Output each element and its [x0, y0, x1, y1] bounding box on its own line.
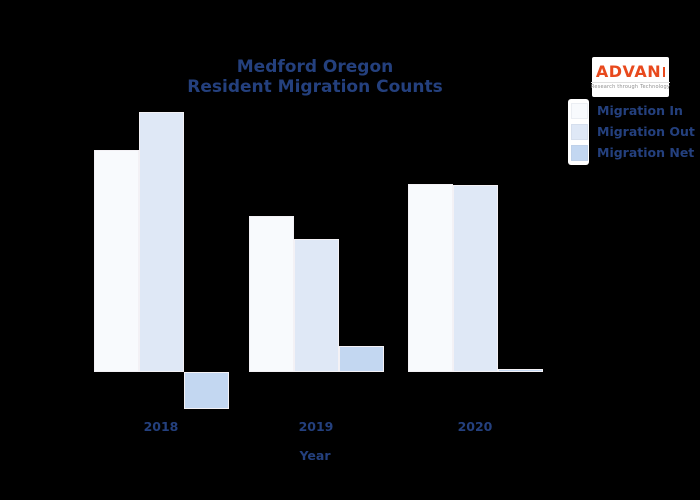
advan-logo-row: ADVAN — [595, 62, 666, 81]
bar-migration-net-2020 — [497, 369, 543, 372]
bar-migration-in-2020 — [407, 184, 453, 372]
bar-migration-in-2018 — [93, 150, 139, 372]
legend-swatch-migration-out — [571, 124, 588, 140]
legend: Migration In Migration Out Migration Net — [597, 100, 695, 163]
bar-migration-out-2019 — [293, 239, 339, 372]
advan-logo: ADVAN Research through Technology — [590, 57, 671, 97]
bar-migration-net-2018 — [183, 372, 229, 409]
legend-label-migration-out: Migration Out — [597, 124, 695, 139]
bar-migration-out-2020 — [452, 185, 498, 372]
legend-label-migration-net: Migration Net — [597, 145, 695, 160]
bar-migration-in-2019 — [248, 216, 294, 372]
chart-title: Medford Oregon Resident Migration Counts — [75, 57, 555, 97]
x-tick-label-2019: 2019 — [298, 419, 334, 434]
chart-title-line2: Resident Migration Counts — [187, 77, 443, 97]
legend-swatch-migration-net — [571, 145, 588, 161]
legend-swatch-box — [568, 99, 589, 165]
advan-logo-text: ADVAN — [595, 62, 662, 81]
x-axis-label: Year — [299, 448, 331, 463]
x-tick-label-2018: 2018 — [143, 419, 179, 434]
bar-migration-out-2018 — [138, 112, 184, 372]
chart-title-line1: Medford Oregon — [236, 57, 394, 77]
advan-logo-tagline: Research through Technology — [590, 82, 671, 90]
bar-migration-net-2019 — [338, 346, 384, 372]
legend-swatch-migration-in — [571, 103, 588, 119]
advan-logo-tick-icon — [663, 67, 666, 77]
x-tick-label-2020: 2020 — [457, 419, 493, 434]
legend-label-migration-in: Migration In — [597, 103, 683, 118]
